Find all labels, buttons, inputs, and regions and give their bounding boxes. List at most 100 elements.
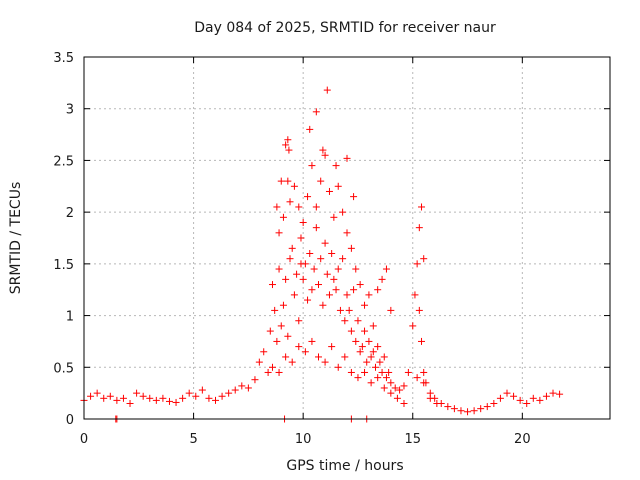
data-point (409, 322, 417, 330)
data-point (255, 358, 263, 366)
data-point (350, 286, 358, 294)
data-point (290, 182, 298, 190)
data-point (133, 389, 141, 397)
data-point (400, 382, 408, 390)
data-point (343, 229, 351, 237)
data-point (330, 275, 338, 283)
data-point (295, 203, 303, 211)
data-point (415, 224, 423, 232)
data-point (343, 154, 351, 162)
data-point (299, 275, 307, 283)
data-point (244, 384, 252, 392)
data-point (420, 255, 428, 263)
data-point (323, 86, 331, 94)
data-point (275, 368, 283, 376)
data-point (297, 234, 305, 242)
data-point (295, 343, 303, 351)
data-point (225, 389, 233, 397)
x-axis-title: GPS time / hours (286, 458, 403, 474)
y-tick-label: 1.5 (53, 258, 74, 273)
data-point (336, 306, 344, 314)
data-point (358, 343, 366, 351)
y-tick-label: 2 (66, 206, 74, 221)
data-point (297, 260, 305, 268)
data-point (352, 265, 360, 273)
data-point (374, 343, 382, 351)
data-point (490, 399, 498, 407)
data-point (251, 376, 259, 384)
y-tick-label: 3.5 (53, 51, 74, 66)
data-point (347, 244, 355, 252)
y-tick-label: 0.5 (53, 361, 74, 376)
data-point (380, 353, 388, 361)
data-point (113, 396, 121, 404)
data-point (277, 177, 285, 185)
data-point (306, 250, 314, 258)
data-point (238, 382, 246, 390)
data-point (284, 332, 292, 340)
data-point (418, 337, 426, 345)
data-point (271, 306, 279, 314)
data-point (277, 322, 285, 330)
data-point (363, 358, 371, 366)
data-point (400, 399, 408, 407)
data-point (556, 390, 564, 398)
data-point (321, 358, 329, 366)
y-tick-label: 3 (66, 103, 74, 118)
data-point (268, 363, 276, 371)
data-point (347, 327, 355, 335)
data-point (382, 265, 390, 273)
data-point (396, 386, 404, 394)
data-point (146, 394, 154, 402)
x-tick-label: 15 (404, 432, 421, 447)
data-point (536, 396, 544, 404)
data-point (275, 229, 283, 237)
data-point (376, 358, 384, 366)
data-point (319, 301, 327, 309)
data-points (80, 86, 564, 423)
data-point (279, 301, 287, 309)
data-point (477, 405, 485, 413)
data-point (205, 394, 213, 402)
data-point (334, 363, 342, 371)
data-point (293, 270, 301, 278)
data-point (350, 193, 358, 201)
data-point (308, 162, 316, 170)
data-point (284, 177, 292, 185)
data-point (345, 306, 353, 314)
data-point (93, 389, 101, 397)
y-tick-labels: 0 0.5 1 1.5 2 2.5 3 3.5 (53, 51, 74, 428)
data-point (282, 275, 290, 283)
data-point (266, 327, 274, 335)
data-point (334, 265, 342, 273)
data-point (483, 403, 491, 411)
data-point (139, 392, 147, 400)
data-point (374, 286, 382, 294)
data-point (198, 386, 206, 394)
data-point (285, 146, 293, 154)
data-point (450, 405, 458, 413)
data-point (356, 348, 364, 356)
data-point (306, 125, 314, 133)
data-point (464, 408, 472, 416)
data-point (356, 281, 364, 289)
data-point (347, 368, 355, 376)
data-point (321, 151, 329, 159)
data-point (420, 379, 428, 387)
data-point (343, 291, 351, 299)
data-point (284, 136, 292, 144)
data-point (312, 108, 320, 116)
data-point (275, 265, 283, 273)
data-point (457, 407, 465, 415)
data-point (496, 394, 504, 402)
data-point (444, 403, 452, 411)
data-point (339, 208, 347, 216)
data-point (286, 255, 294, 263)
data-point (415, 306, 423, 314)
data-point (549, 389, 557, 397)
data-point (299, 218, 307, 226)
data-point (152, 396, 160, 404)
data-point (288, 358, 296, 366)
data-point (387, 389, 395, 397)
